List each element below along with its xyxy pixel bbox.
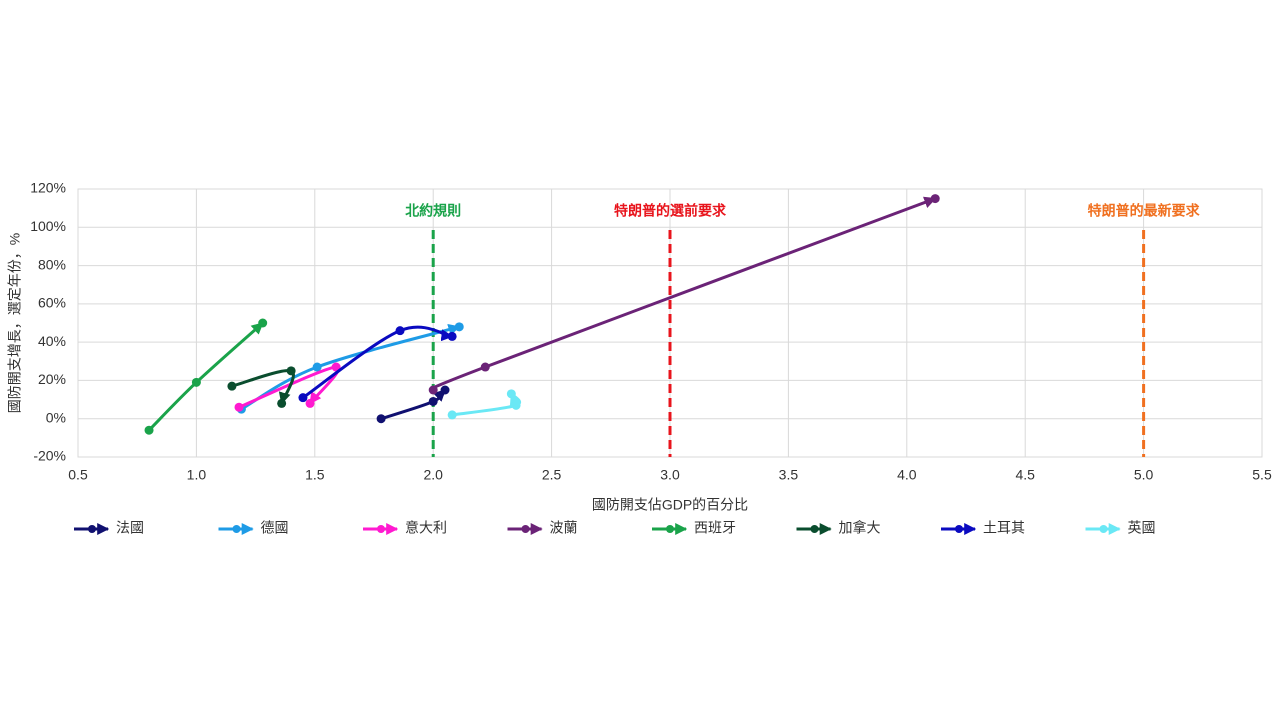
x-tick-label: 2.5	[542, 467, 562, 483]
data-point	[447, 331, 457, 341]
legend-swatch-dot	[521, 525, 530, 533]
x-axis-title: 國防開支佔GDP的百分比	[592, 497, 748, 513]
data-point	[277, 398, 287, 408]
data-point	[191, 377, 201, 387]
data-point	[506, 389, 516, 399]
x-tick-label: 1.5	[305, 467, 325, 483]
y-tick-label: 40%	[38, 333, 66, 349]
y-tick-label: 0%	[46, 409, 66, 425]
x-tick-label: 3.0	[660, 467, 680, 483]
legend-label: 法國	[116, 520, 144, 536]
data-point	[511, 400, 521, 410]
data-point	[376, 414, 386, 424]
series-line	[147, 321, 264, 432]
data-point	[428, 396, 438, 406]
data-point	[428, 385, 438, 395]
data-point	[144, 425, 154, 435]
x-tick-label: 5.5	[1252, 467, 1272, 483]
legend-swatch-dot	[810, 525, 819, 533]
legend-swatch-dot	[955, 525, 963, 533]
data-point	[454, 322, 464, 332]
data-point	[298, 393, 308, 403]
legend-label: 德國	[261, 520, 289, 536]
data-point	[480, 362, 490, 372]
legend-swatch-dot	[1099, 525, 1108, 533]
y-tick-label: 60%	[38, 295, 66, 311]
reference-label: 北約規則	[405, 203, 461, 219]
data-point	[930, 194, 940, 204]
legend-swatch-dot	[88, 525, 96, 533]
reference-label: 特朗普的選前要求	[614, 203, 727, 219]
legend-label: 西班牙	[694, 520, 736, 536]
series-line	[240, 323, 461, 411]
y-tick-label: -20%	[33, 448, 66, 464]
data-point	[440, 385, 450, 395]
x-tick-label: 0.5	[68, 467, 88, 483]
x-tick-label: 2.0	[423, 467, 443, 483]
data-point	[312, 362, 322, 372]
data-point	[447, 410, 457, 420]
data-point	[331, 362, 341, 372]
y-tick-label: 120%	[30, 180, 66, 196]
x-tick-label: 1.0	[187, 467, 207, 483]
legend-swatch-dot	[377, 525, 385, 533]
legend-label: 波蘭	[550, 520, 578, 536]
x-tick-label: 5.0	[1134, 467, 1154, 483]
x-tick-label: 4.5	[1015, 467, 1035, 483]
data-point	[305, 398, 315, 408]
reference-label: 特朗普的最新要求	[1088, 203, 1201, 219]
x-tick-label: 3.5	[779, 467, 799, 483]
data-point	[234, 402, 244, 412]
legend-label: 土耳其	[983, 520, 1025, 536]
y-tick-label: 80%	[38, 256, 66, 272]
legend-swatch-dot	[232, 525, 241, 533]
y-axis-title: 國防開支增長，選定年份，%	[7, 233, 23, 413]
legend-label: 意大利	[405, 520, 447, 536]
legend-label: 加拿大	[839, 520, 881, 536]
data-point	[227, 381, 237, 391]
legend-label: 英國	[1128, 520, 1156, 536]
data-point	[395, 326, 405, 336]
y-tick-label: 100%	[30, 218, 66, 234]
data-point	[286, 366, 296, 376]
y-tick-label: 20%	[38, 371, 66, 387]
x-tick-label: 4.0	[897, 467, 917, 483]
legend-swatch-dot	[666, 525, 674, 533]
data-point	[258, 318, 268, 328]
